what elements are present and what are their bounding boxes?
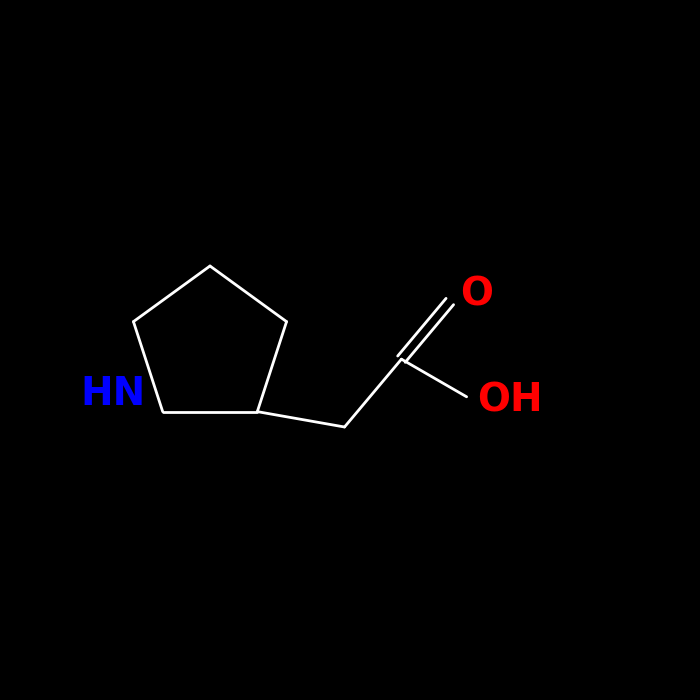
Text: HN: HN	[80, 375, 145, 413]
Text: O: O	[461, 276, 494, 314]
Text: OH: OH	[477, 382, 542, 419]
